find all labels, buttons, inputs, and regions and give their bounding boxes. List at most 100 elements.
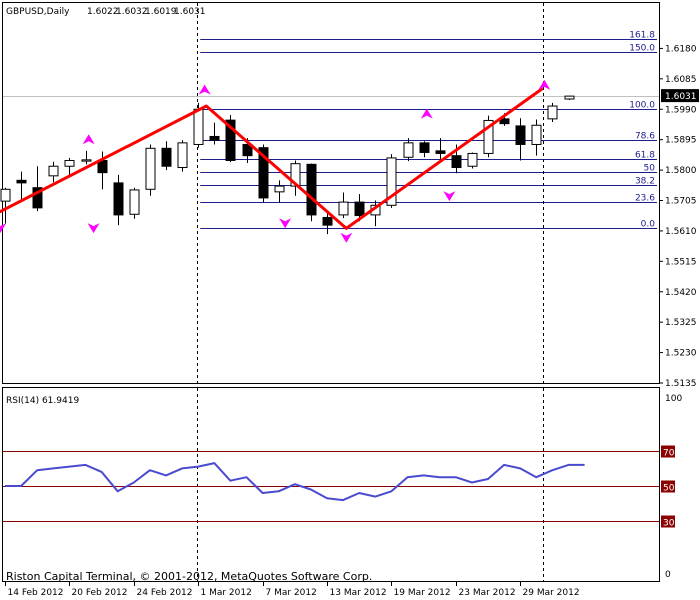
candle-body-22 bbox=[354, 201, 365, 217]
candle-body-21 bbox=[338, 201, 349, 216]
candle-body-29 bbox=[467, 152, 478, 167]
candle-body-26 bbox=[419, 142, 430, 153]
price-tick-label-4: 1.5800 bbox=[665, 166, 697, 176]
current-price-badge bbox=[661, 89, 699, 103]
time-tick-label-3: 1 Mar 2012 bbox=[201, 588, 252, 598]
price-tick-label-9: 1.5325 bbox=[665, 318, 697, 328]
rsi-panel-frame bbox=[2, 387, 660, 582]
time-tick-label-8: 29 Mar 2012 bbox=[523, 588, 580, 598]
time-axis: 14 Feb 2012 20 Feb 2012 24 Feb 2012 1 Mar 2… bbox=[5, 581, 580, 598]
candle-body-15 bbox=[242, 143, 253, 157]
candle-body-11 bbox=[177, 142, 188, 169]
candle-body-7 bbox=[113, 182, 124, 216]
ohlc-high: 1.6032 bbox=[116, 7, 148, 17]
rsi-level-badge-0 bbox=[661, 445, 675, 458]
candle-body-34 bbox=[547, 105, 558, 120]
rsi-tick-label-0: 100 bbox=[665, 394, 682, 404]
candle-body-1 bbox=[16, 179, 27, 184]
candle-body-4 bbox=[64, 159, 75, 167]
time-tick-label-6: 19 Mar 2012 bbox=[394, 588, 451, 598]
candle-body-31 bbox=[499, 118, 510, 125]
candle-body-35 bbox=[564, 95, 575, 100]
fib-label-1: 150.0 bbox=[629, 44, 655, 54]
candle-body-9 bbox=[145, 147, 156, 190]
price-tick-label-10: 1.5230 bbox=[665, 349, 697, 359]
price-tick-label-5: 1.5705 bbox=[665, 197, 697, 207]
fibonacci-layer: 161.8 150.0 100.0 78.6 61.8 50 38.2 23.6 0.0 bbox=[3, 31, 659, 230]
current-price-badge-text: 1.6031 bbox=[665, 92, 697, 102]
candle-body-8 bbox=[129, 189, 140, 215]
candle-body-33 bbox=[531, 124, 542, 145]
fractal-up-marker-2 bbox=[420, 108, 433, 119]
fractal-down-marker-4 bbox=[443, 191, 456, 202]
candle-body-28 bbox=[451, 155, 462, 169]
rsi-level-label-1: 50 bbox=[663, 484, 675, 494]
time-tick-label-5: 13 Mar 2012 bbox=[330, 588, 387, 598]
candle-body-30 bbox=[483, 119, 494, 154]
candle-body-27 bbox=[435, 150, 446, 154]
zigzag-layer bbox=[0, 87, 544, 230]
time-tick-label-4: 7 Mar 2012 bbox=[266, 588, 317, 598]
fib-label-5: 50 bbox=[644, 164, 656, 174]
rsi-line bbox=[5, 462, 585, 502]
price-panel-frame bbox=[2, 2, 660, 384]
candle-body-14 bbox=[225, 119, 236, 161]
footer-copyright: Riston Capital Terminal, © 2001-2012, Me… bbox=[6, 570, 372, 583]
price-tick-label-11: 1.5135 bbox=[665, 379, 697, 389]
price-tick-label-0: 1.6180 bbox=[665, 44, 697, 54]
candle-body-25 bbox=[403, 142, 414, 158]
time-tick-label-1: 20 Feb 2012 bbox=[72, 588, 128, 598]
chart-title: GBPUSD,Daily bbox=[6, 7, 70, 17]
price-tick-label-7: 1.5515 bbox=[665, 257, 697, 267]
zigzag-line bbox=[0, 87, 544, 230]
fib-label-8: 0.0 bbox=[641, 220, 656, 230]
candle-body-13 bbox=[209, 135, 220, 141]
candle-body-24 bbox=[386, 157, 397, 206]
candle-body-16 bbox=[258, 147, 269, 199]
candles-layer bbox=[0, 95, 575, 235]
fractal-markers-layer bbox=[0, 79, 551, 243]
period-separators bbox=[197, 3, 544, 581]
price-tick-label-6: 1.5610 bbox=[665, 227, 697, 237]
candle-body-17 bbox=[274, 185, 285, 193]
fractal-up-marker-3 bbox=[538, 79, 551, 90]
fractal-down-marker-3 bbox=[340, 232, 353, 243]
price-axis: 1.6180 1.6085 1.5990 1.5895 1.5800 1.5705 1.56… bbox=[659, 44, 699, 389]
fib-label-7: 23.6 bbox=[635, 194, 655, 204]
candle-body-10 bbox=[161, 147, 172, 167]
fractal-down-marker-2 bbox=[279, 218, 292, 229]
rsi-level-badge-2 bbox=[661, 515, 675, 528]
candle-body-2 bbox=[32, 187, 43, 209]
time-tick-label-2: 24 Feb 2012 bbox=[137, 588, 193, 598]
time-tick-label-0: 14 Feb 2012 bbox=[8, 588, 64, 598]
rsi-level-badge-1 bbox=[661, 480, 675, 493]
candle-body-3 bbox=[48, 165, 59, 177]
fractal-up-marker-0 bbox=[82, 134, 95, 145]
fib-label-6: 38.2 bbox=[635, 177, 655, 187]
price-tick-label-8: 1.5420 bbox=[665, 288, 697, 298]
rsi-level-label-2: 30 bbox=[663, 519, 675, 529]
price-tick-label-1: 1.6085 bbox=[665, 75, 697, 85]
price-tick-label-2: 1.5990 bbox=[665, 105, 697, 115]
rsi-layer: 70 50 30 100 0 bbox=[3, 394, 682, 580]
fib-label-3: 78.6 bbox=[635, 132, 655, 142]
ohlc-low: 1.6019 bbox=[145, 7, 177, 17]
fractal-down-marker-0 bbox=[0, 223, 7, 234]
fib-label-4: 61.8 bbox=[635, 151, 655, 161]
candle-body-12 bbox=[193, 108, 204, 145]
candle-body-20 bbox=[322, 216, 333, 226]
rsi-title: RSI(14) 61.9419 bbox=[6, 396, 79, 406]
fib-label-0: 161.8 bbox=[629, 31, 655, 41]
ohlc-close: 1.6031 bbox=[174, 7, 206, 17]
time-tick-label-7: 23 Mar 2012 bbox=[459, 588, 516, 598]
candle-body-19 bbox=[306, 163, 317, 216]
ohlc-open: 1.6022 bbox=[87, 7, 119, 17]
fractal-down-marker-1 bbox=[87, 223, 100, 234]
rsi-tick-label-1: 0 bbox=[665, 570, 671, 580]
candle-body-0 bbox=[0, 188, 11, 202]
candle-body-5 bbox=[81, 159, 92, 162]
candle-body-18 bbox=[290, 163, 301, 187]
fib-label-2: 100.0 bbox=[629, 101, 655, 111]
fractal-up-marker-1 bbox=[198, 84, 211, 95]
